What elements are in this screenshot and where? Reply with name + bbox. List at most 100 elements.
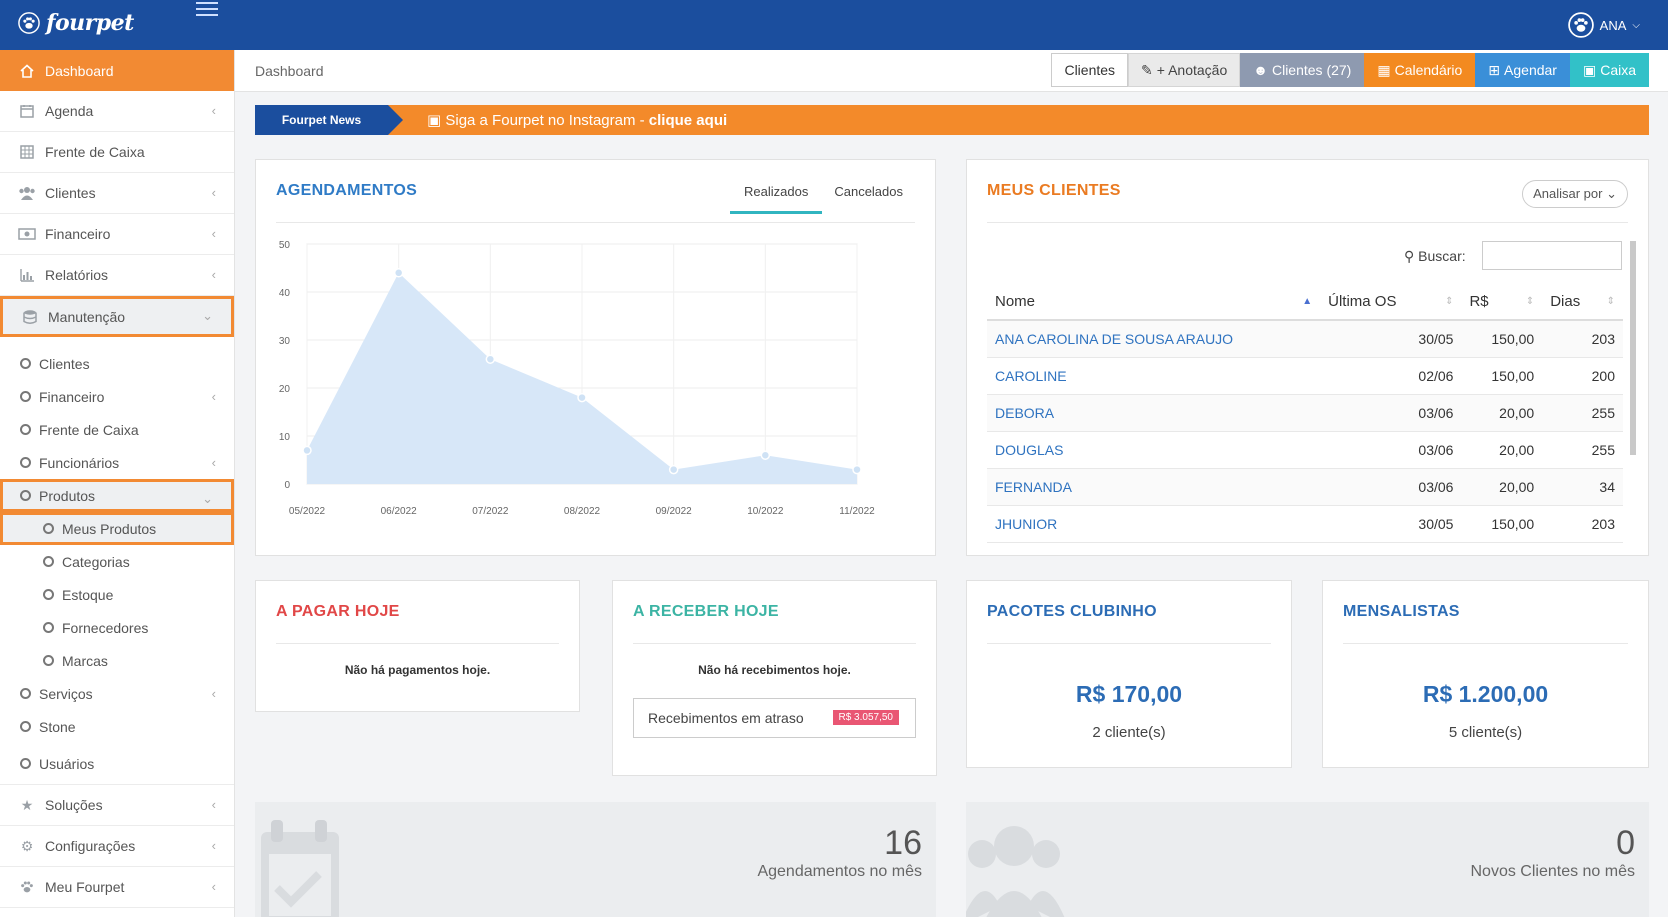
cliente-nome[interactable]: CAROLINE xyxy=(987,357,1321,395)
sidebar-item-dashboard[interactable]: Dashboard xyxy=(0,50,234,91)
sidebar-item-relatorios[interactable]: Relatórios ‹ xyxy=(0,255,234,296)
column-header-ultima-os[interactable]: Última OS ⇕ xyxy=(1320,284,1462,321)
chevron-left-icon: ‹ xyxy=(211,879,216,894)
series-area xyxy=(307,272,857,484)
sidebar-sub-usuarios[interactable]: Usuários xyxy=(0,743,234,785)
instagram-icon: ▣ xyxy=(427,112,442,129)
sidebar-sub-categorias[interactable]: Categorias xyxy=(0,545,234,578)
recebimentos-atraso-button[interactable]: Recebimentos em atraso R$ 3.057,50 xyxy=(633,698,916,738)
scrollbar[interactable] xyxy=(1630,241,1636,455)
sidebar-sub-meus-produtos[interactable]: Meus Produtos xyxy=(0,512,234,545)
sidebar-sub-fornecedores[interactable]: Fornecedores xyxy=(0,611,234,644)
search-input[interactable] xyxy=(1482,241,1622,270)
panel-title: MEUS CLIENTES xyxy=(987,182,1121,199)
sidebar-sub-servicos[interactable]: Serviços ‹ xyxy=(0,677,234,710)
sidebar-sub-stone[interactable]: Stone xyxy=(0,710,234,743)
sidebar-sub-financeiro[interactable]: Financeiro ‹ xyxy=(0,380,234,413)
sidebar-item-financeiro[interactable]: Financeiro ‹ xyxy=(0,214,234,255)
clientes-button[interactable]: Clientes xyxy=(1051,53,1129,87)
agendar-button[interactable]: ⊞ Agendar xyxy=(1475,53,1570,87)
anotacao-button[interactable]: ✎ + Anotação xyxy=(1128,53,1241,87)
calendar-check-icon xyxy=(261,820,339,917)
sidebar-sub-estoque[interactable]: Estoque xyxy=(0,578,234,611)
sidebar-item-frente-de-caixa[interactable]: Frente de Caixa xyxy=(0,132,234,173)
sort-icon: ⇕ xyxy=(1445,296,1454,307)
x-tick-label: 09/2022 xyxy=(656,506,693,517)
sidebar-sub-frente-de-caixa[interactable]: Frente de Caixa xyxy=(0,413,234,446)
table-row[interactable]: JHUNIOR 30/05 150,00 203 xyxy=(987,505,1623,543)
cliente-nome[interactable]: FERNANDA xyxy=(987,468,1321,506)
data-point xyxy=(760,450,771,460)
calendar-icon: ▦ xyxy=(1377,61,1391,78)
x-tick-label: 10/2022 xyxy=(747,506,784,517)
app-logo[interactable]: fourpet xyxy=(18,10,134,36)
sidebar-item-manutencao[interactable]: Manutenção ⌄ xyxy=(0,296,234,337)
panel-title: MENSALISTAS xyxy=(1343,603,1460,620)
caixa-button[interactable]: ▣ Caixa xyxy=(1569,53,1649,87)
sidebar-sub-marcas[interactable]: Marcas xyxy=(0,644,234,677)
table-row[interactable]: DEBORA 03/06 20,00 255 xyxy=(987,394,1623,432)
cliente-dias: 255 xyxy=(1542,431,1623,469)
cliente-nome[interactable]: DOUGLAS xyxy=(987,431,1321,469)
news-link[interactable]: ▣ Siga a Fourpet no Instagram - clique a… xyxy=(427,111,727,129)
sidebar-item-clientes[interactable]: Clientes ‹ xyxy=(0,173,234,214)
y-tick-label: 20 xyxy=(279,384,291,395)
column-header-valor[interactable]: R$ ⇕ xyxy=(1461,284,1543,321)
button-label: Clientes xyxy=(1064,62,1116,78)
news-link-text: clique aqui xyxy=(648,112,728,129)
sidebar-sub-funcionarios[interactable]: Funcionários ‹ xyxy=(0,446,234,479)
cliente-nome[interactable]: DEBORA xyxy=(987,394,1321,432)
data-point xyxy=(852,464,862,475)
tab-cancelados[interactable]: Cancelados xyxy=(834,184,903,199)
chevron-down-icon: ⌄ xyxy=(202,491,213,506)
tab-realizados[interactable]: Realizados xyxy=(730,184,823,214)
analisar-por-dropdown[interactable]: Analisar por ⌄ xyxy=(1522,180,1628,208)
button-label: Caixa xyxy=(1600,62,1636,78)
sidebar: Dashboard Agenda ‹ Frente de Caixa Clien… xyxy=(0,50,235,917)
search-label: ⚲ Buscar: xyxy=(1404,248,1466,265)
table-row[interactable]: ANA CAROLINA DE SOUSA ARAUJO 30/05 150,00 2… xyxy=(987,320,1623,358)
sidebar-sub-clientes[interactable]: Clientes xyxy=(0,347,234,380)
column-label: Última OS xyxy=(1328,293,1397,310)
sidebar-item-label: Clientes xyxy=(39,355,90,372)
news-bar: Fourpet News ▣ Siga a Fourpet no Instagr… xyxy=(255,105,1649,135)
news-text: Siga a Fourpet no Instagram - xyxy=(445,112,649,129)
clientes-count-button[interactable]: ☻ Clientes (27) xyxy=(1240,53,1365,87)
cliente-nome[interactable]: JHUNIOR xyxy=(987,505,1321,543)
sidebar-item-label: Soluções xyxy=(45,797,103,813)
panel-title: PACOTES CLUBINHO xyxy=(987,603,1157,620)
column-header-nome[interactable]: Nome ▲ xyxy=(987,284,1321,321)
user-menu[interactable]: ANA ⌵ xyxy=(1567,12,1640,38)
menu-toggle-icon[interactable] xyxy=(196,2,218,18)
table-row[interactable]: FERNANDA 03/06 20,00 34 xyxy=(987,468,1623,506)
sidebar-item-label: Configurações xyxy=(45,838,136,854)
panel-title: AGENDAMENTOS xyxy=(276,182,418,199)
sidebar-item-label: Frente de Caixa xyxy=(39,421,139,438)
sidebar-item-agenda[interactable]: Agenda ‹ xyxy=(0,91,234,132)
column-header-dias[interactable]: Dias ⇕ xyxy=(1542,284,1623,321)
calendario-button[interactable]: ▦ Calendário xyxy=(1364,53,1476,87)
cliente-dias: 203 xyxy=(1542,320,1623,358)
table-row[interactable]: DOUGLAS 03/06 20,00 255 xyxy=(987,431,1623,469)
x-tick-label: 08/2022 xyxy=(564,506,601,517)
cliente-dias: 200 xyxy=(1542,357,1623,395)
pacotes-clubinho-panel: PACOTES CLUBINHO R$ 170,00 2 cliente(s) xyxy=(966,580,1292,768)
circle-icon xyxy=(20,688,31,699)
chevron-left-icon: ‹ xyxy=(211,226,216,241)
sort-icon: ⇕ xyxy=(1525,296,1535,307)
x-tick-label: 07/2022 xyxy=(472,506,509,517)
cliente-ultima-os: 30/05 xyxy=(1320,320,1462,358)
table-row[interactable]: CAROLINE 02/06 150,00 200 xyxy=(987,357,1623,395)
sidebar-item-configuracoes[interactable]: ⚙ Configurações ‹ xyxy=(0,826,234,867)
cliente-nome[interactable]: ANA CAROLINA DE SOUSA ARAUJO xyxy=(987,320,1321,358)
users-icon xyxy=(966,826,1065,917)
sidebar-item-meu-fourpet[interactable]: Meu Fourpet ‹ xyxy=(0,867,234,908)
sidebar-sub-produtos[interactable]: Produtos ⌄ xyxy=(0,479,234,512)
cliente-dias: 255 xyxy=(1542,394,1623,432)
agendamentos-panel: AGENDAMENTOS Realizados Cancelados 0 10 20… xyxy=(255,159,936,556)
sidebar-item-label: Financeiro xyxy=(39,388,105,405)
cliente-ultima-os: 03/06 xyxy=(1320,468,1462,506)
cliente-ultima-os: 03/06 xyxy=(1320,394,1462,432)
sidebar-item-solucoes[interactable]: ★ Soluções ‹ xyxy=(0,785,234,826)
cliente-dias: 203 xyxy=(1542,505,1623,543)
